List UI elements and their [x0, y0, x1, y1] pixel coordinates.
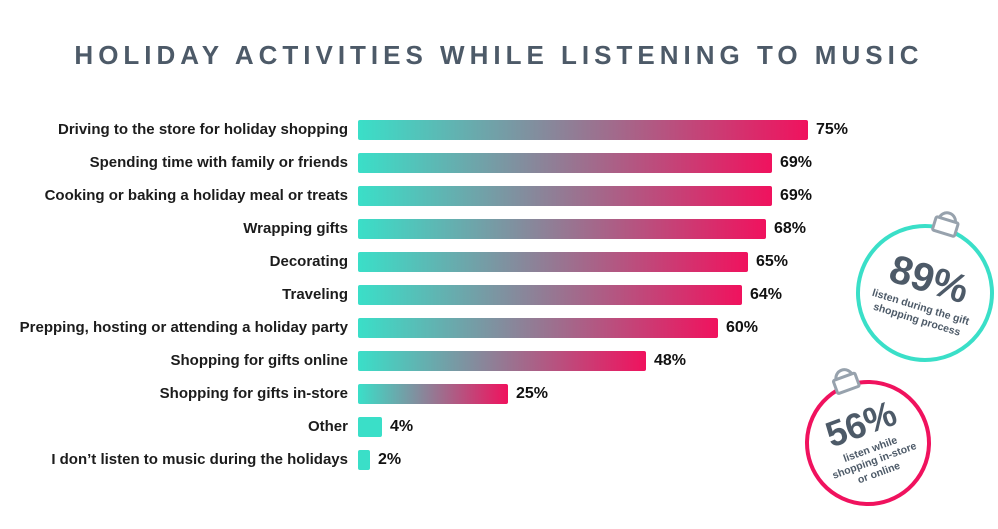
value-label: 2% — [378, 450, 402, 468]
bar — [358, 185, 772, 206]
category-label: Shopping for gifts online — [170, 352, 348, 369]
bar-row: Traveling 64% — [0, 278, 848, 311]
category-label: I don’t listen to music during the holid… — [51, 451, 348, 468]
bar-row: Wrapping gifts 68% — [0, 212, 848, 245]
bar — [358, 449, 370, 470]
value-label: 4% — [390, 417, 414, 435]
value-label: 65% — [756, 252, 789, 270]
bar — [358, 119, 808, 140]
bar — [358, 416, 382, 437]
bar — [358, 284, 742, 305]
value-label: 69% — [780, 153, 813, 171]
bar-row: Shopping for gifts online 48% — [0, 344, 848, 377]
bar — [358, 350, 646, 371]
stat-circle: 89% listen during the gift shopping proc… — [838, 206, 998, 380]
category-label: Driving to the store for holiday shoppin… — [57, 121, 348, 138]
category-label: Decorating — [269, 253, 348, 270]
category-label: Wrapping gifts — [243, 220, 348, 237]
value-label: 75% — [816, 120, 849, 138]
bar — [358, 383, 508, 404]
bar — [358, 152, 772, 173]
bar-row: Decorating 65% — [0, 245, 848, 278]
bar — [358, 218, 766, 239]
value-label: 60% — [726, 318, 759, 336]
bar-row: Cooking or baking a holiday meal or trea… — [0, 179, 848, 212]
value-label: 64% — [750, 285, 783, 303]
chart-title: HOLIDAY ACTIVITIES WHILE LISTENING TO MU… — [74, 40, 924, 70]
category-label: Spending time with family or friends — [89, 154, 348, 171]
bar-row: I don’t listen to music during the holid… — [0, 443, 848, 476]
value-label: 25% — [516, 384, 549, 402]
category-label: Cooking or baking a holiday meal or trea… — [44, 187, 348, 204]
bar-chart: Driving to the store for holiday shoppin… — [0, 113, 848, 476]
value-label: 48% — [654, 351, 687, 369]
bar-row: Other 4% — [0, 410, 848, 443]
bar-row: Spending time with family or friends 69% — [0, 146, 848, 179]
category-label: Traveling — [282, 286, 348, 303]
category-label: Prepping, hosting or attending a holiday… — [19, 319, 348, 336]
bar-row: Shopping for gifts in-store 25% — [0, 377, 848, 410]
bar — [358, 317, 718, 338]
category-label: Shopping for gifts in-store — [159, 385, 348, 402]
bar — [358, 251, 748, 272]
bar-row: Driving to the store for holiday shoppin… — [0, 113, 848, 146]
stat-badge-shopping-process: 89% listen during the gift shopping proc… — [838, 206, 998, 380]
value-label: 69% — [780, 186, 813, 204]
category-label: Other — [307, 418, 348, 435]
value-label: 68% — [774, 219, 807, 237]
bar-row: Prepping, hosting or attending a holiday… — [0, 311, 848, 344]
